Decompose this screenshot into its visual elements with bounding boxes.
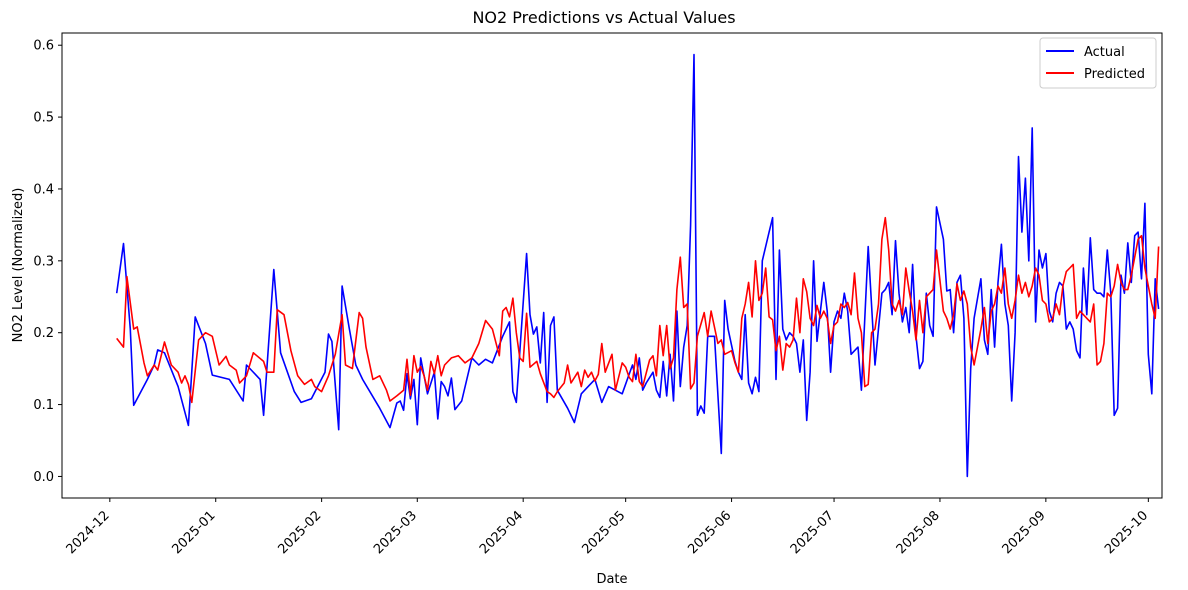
- x-tick-label: 2025-08: [894, 508, 943, 557]
- x-tick-label: 2025-06: [685, 508, 734, 557]
- y-tick-label: 0.4: [33, 182, 54, 197]
- y-tick-label: 0.0: [33, 470, 54, 485]
- x-tick-label: 2025-01: [170, 508, 219, 557]
- y-tick-label: 0.5: [33, 111, 54, 126]
- x-tick-label: 2025-04: [477, 508, 526, 557]
- plot-area-frame: [61, 32, 1163, 499]
- x-axis-ticks: 2024-12 2025-01 2025-02 2025-03 2025-04 2025-…: [64, 498, 1151, 557]
- series-line-predicted: [116, 216, 1160, 404]
- x-tick-label: 2025-07: [788, 508, 837, 557]
- legend-predicted-label: Predicted: [1084, 67, 1145, 82]
- y-tick-label: 0.6: [33, 39, 54, 54]
- y-tick-label: 0.1: [33, 398, 54, 413]
- x-tick-label: 2025-02: [275, 508, 324, 557]
- series-line-actual: [115, 53, 1160, 478]
- x-tick-label: 2025-09: [1000, 508, 1049, 557]
- y-tick-label: 0.2: [33, 326, 54, 341]
- x-tick-label: 2024-12: [64, 508, 113, 557]
- y-axis-ticks: 0.0 0.1 0.2 0.3 0.4 0.5 0.6: [33, 39, 62, 485]
- y-axis-label: NO2 Level (Normalized): [11, 188, 26, 343]
- x-tick-label: 2025-05: [579, 508, 628, 557]
- x-tick-label: 2025-03: [371, 508, 420, 557]
- legend-actual-label: Actual: [1084, 45, 1125, 60]
- legend: Actual Predicted: [1039, 37, 1157, 89]
- y-tick-label: 0.3: [33, 254, 54, 269]
- chart-title: NO2 Predictions vs Actual Values: [472, 8, 735, 27]
- x-tick-label: 2025-10: [1102, 508, 1151, 557]
- series-lines: [115, 53, 1160, 478]
- x-axis-label: Date: [596, 572, 627, 587]
